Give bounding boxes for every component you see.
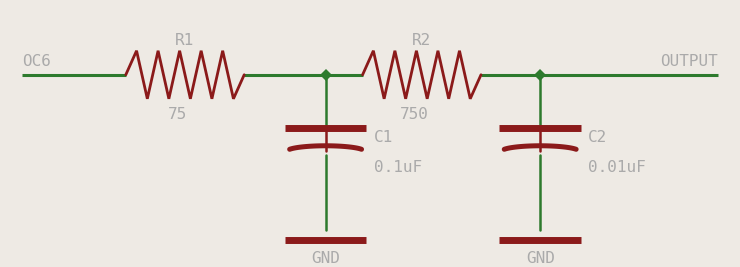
Text: GND: GND xyxy=(525,251,555,266)
Text: R2: R2 xyxy=(412,33,431,48)
Text: C1: C1 xyxy=(374,130,393,145)
Text: GND: GND xyxy=(311,251,340,266)
Text: 75: 75 xyxy=(168,107,187,122)
Text: 0.01uF: 0.01uF xyxy=(588,160,646,175)
Text: OC6: OC6 xyxy=(22,54,51,69)
Text: OUTPUT: OUTPUT xyxy=(660,54,718,69)
Text: 0.1uF: 0.1uF xyxy=(374,160,422,175)
Text: R1: R1 xyxy=(175,33,195,48)
Text: 750: 750 xyxy=(400,107,429,122)
Text: C2: C2 xyxy=(588,130,608,145)
